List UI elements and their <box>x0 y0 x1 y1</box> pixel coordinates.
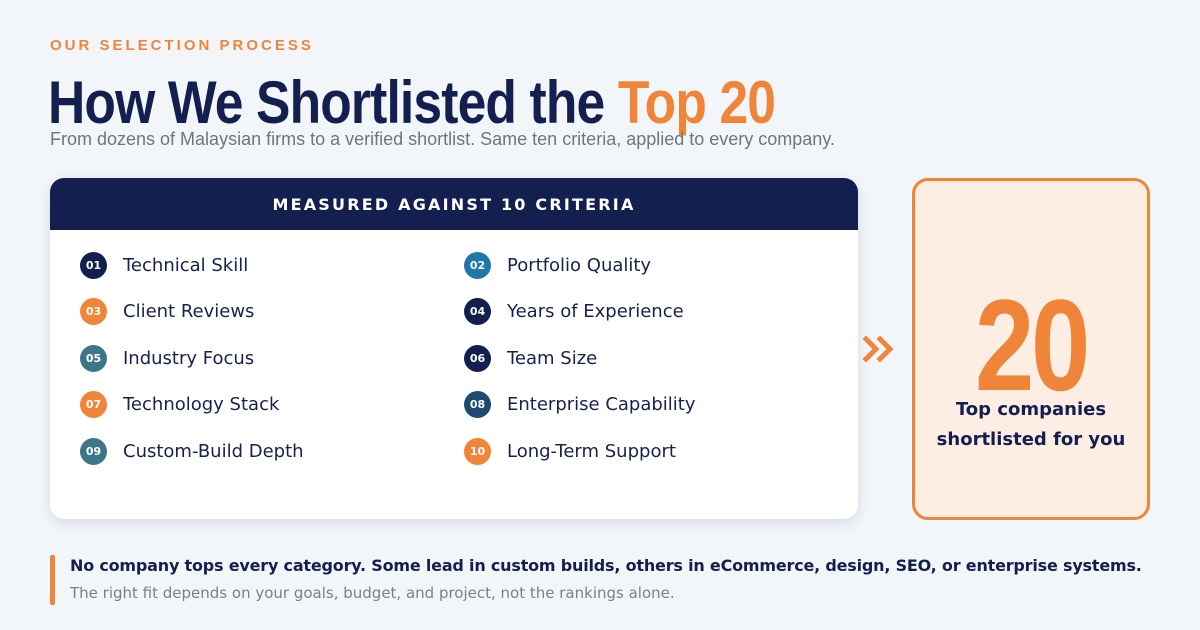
criteria-label: Team Size <box>507 347 598 369</box>
criteria-number-badge: 03 <box>80 298 107 325</box>
criteria-item: 01 Technical Skill <box>80 251 248 279</box>
criteria-label: Years of Experience <box>507 301 684 322</box>
criteria-item: 08 Enterprise Capability <box>464 391 696 419</box>
criteria-number-badge: 01 <box>80 251 107 279</box>
criteria-number-badge: 07 <box>80 391 107 418</box>
title-main: How We Shortlisted the <box>48 69 618 136</box>
criteria-number-badge: 02 <box>464 251 491 279</box>
title-accent: Top 20 <box>617 69 776 136</box>
page-subtitle: From dozens of Malaysian firms to a veri… <box>50 129 835 149</box>
criteria-number-badge: 10 <box>464 437 491 465</box>
criteria-number-badge: 06 <box>464 344 491 372</box>
note-accent-bar <box>50 555 55 605</box>
note-primary: No company tops every category. Some lea… <box>70 556 1142 575</box>
result-caption-line2: shortlisted for you <box>936 429 1126 450</box>
result-box: 20 Top companies shortlisted for you <box>912 178 1150 520</box>
criteria-label: Client Reviews <box>123 301 255 322</box>
criteria-label: Portfolio Quality <box>507 254 652 276</box>
page-title: How We Shortlisted the Top 20 <box>48 66 776 140</box>
criteria-item: 06 Team Size <box>464 344 597 372</box>
criteria-item: 03 Client Reviews <box>80 298 254 326</box>
note-secondary: The right fit depends on your goals, bud… <box>70 584 675 602</box>
criteria-item: 02 Portfolio Quality <box>464 251 651 279</box>
criteria-card-heading: MEASURED AGAINST 10 CRITERIA <box>50 178 858 230</box>
result-caption: Top companies shortlisted for you <box>915 395 1147 455</box>
criteria-card: MEASURED AGAINST 10 CRITERIA 01 Technical… <box>50 178 858 519</box>
criteria-label: Long-Term Support <box>507 440 676 462</box>
double-chevron-right-icon <box>862 335 894 363</box>
criteria-number-badge: 08 <box>464 391 491 418</box>
criteria-label: Custom-Build Depth <box>123 440 304 462</box>
criteria-number-badge: 05 <box>80 344 107 372</box>
criteria-item: 05 Industry Focus <box>80 344 254 372</box>
criteria-list: 01 Technical Skill 02 Portfolio Quality 03 Cl… <box>50 230 858 519</box>
criteria-item: 04 Years of Experience <box>464 298 684 326</box>
criteria-item: 07 Technology Stack <box>80 391 279 419</box>
result-number: 20 <box>974 272 1090 418</box>
criteria-item: 09 Custom-Build Depth <box>80 437 304 465</box>
criteria-label: Technical Skill <box>123 254 249 276</box>
criteria-number-badge: 09 <box>80 437 107 465</box>
criteria-item: 10 Long-Term Support <box>464 437 676 465</box>
criteria-number-badge: 04 <box>464 298 491 325</box>
criteria-label: Industry Focus <box>123 347 255 369</box>
result-caption-line1: Top companies <box>955 399 1107 420</box>
criteria-label: Technology Stack <box>123 394 280 415</box>
criteria-label: Enterprise Capability <box>507 394 696 415</box>
eyebrow-label: OUR SELECTION PROCESS <box>50 37 314 54</box>
